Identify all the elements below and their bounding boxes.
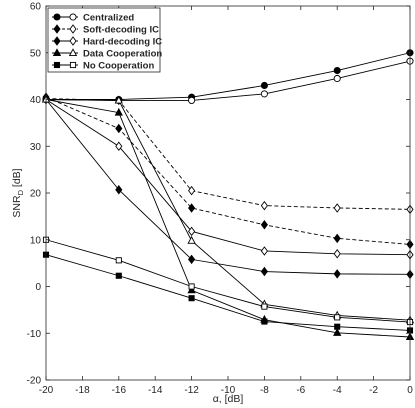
data-point [334, 314, 341, 321]
data-point [333, 203, 341, 213]
y-axis-title: SNRD [dB] [11, 168, 25, 217]
data-point [333, 328, 342, 336]
series-line [45, 99, 411, 256]
legend-entry: Data Cooperation [52, 48, 162, 59]
y-tick-label: 20 [30, 189, 42, 200]
data-point [334, 323, 341, 330]
legend-marker-open [69, 36, 77, 46]
legend-marker-open [69, 13, 77, 21]
data-point [188, 203, 196, 213]
x-tick-label: -10 [221, 385, 236, 396]
data-point [260, 90, 268, 98]
y-tick-label: 60 [30, 2, 42, 13]
data-point [260, 220, 268, 230]
legend-label: Soft-decoding IC [83, 24, 159, 35]
data-point [188, 254, 196, 265]
x-axis-title-main: α [213, 393, 219, 405]
legend-entry: No Cooperation [52, 60, 154, 71]
data-point [114, 95, 123, 104]
x-tick-label: -8 [260, 385, 269, 396]
data-point [333, 269, 341, 279]
legend-entry: Soft-decoding IC [52, 24, 159, 35]
x-tick-label: -12 [184, 385, 199, 396]
data-point [188, 96, 196, 104]
series-line [45, 96, 411, 245]
data-point [188, 295, 195, 302]
series-line [45, 254, 411, 331]
y-tick-label: -20 [27, 376, 42, 387]
data-point [260, 246, 268, 256]
legend-marker-filled [53, 61, 61, 69]
legend-marker-filled [53, 24, 61, 34]
data-point [333, 74, 341, 83]
x-tick-label: 0 [407, 385, 413, 396]
data-point [333, 233, 341, 244]
data-point [187, 285, 196, 294]
series-layer [41, 49, 415, 341]
legend-label: No Cooperation [83, 60, 154, 71]
legend-label: Hard-decoding IC [83, 36, 162, 47]
data-point [333, 66, 341, 75]
data-point [188, 283, 195, 290]
data-point [115, 272, 122, 279]
legend-marker-filled [52, 48, 62, 57]
data-point [115, 141, 123, 151]
y-axis-title-rest: [dB] [11, 168, 23, 190]
data-point [260, 200, 268, 211]
x-tick-label: -14 [148, 385, 163, 396]
series-8 [42, 251, 414, 334]
data-point [187, 235, 196, 244]
data-point [188, 185, 196, 196]
legend-label: Centralized [83, 12, 134, 23]
data-point [333, 249, 341, 259]
y-tick-label: -10 [27, 329, 42, 340]
x-tick-label: -2 [369, 385, 378, 396]
data-point [115, 257, 122, 264]
x-tick-label: -18 [75, 385, 90, 396]
x-tick-label: -6 [296, 385, 305, 396]
series-line [45, 239, 411, 323]
x-axis-title: α, [dB] [213, 393, 244, 405]
data-point [188, 226, 196, 237]
x-axis-title-rest: , [dB] [219, 393, 244, 405]
legend-marker-filled [53, 36, 61, 46]
data-point [114, 107, 123, 116]
data-point [115, 184, 123, 195]
y-axis-title-sub: D [16, 189, 25, 195]
legend-marker-open [69, 24, 77, 34]
legend-box [47, 7, 161, 73]
data-point [260, 81, 268, 90]
legend-label: Data Cooperation [83, 48, 162, 59]
y-tick-label: 40 [30, 95, 42, 106]
data-point [260, 266, 268, 277]
legend-marker-filled [53, 13, 61, 21]
y-tick-label: 10 [30, 235, 42, 246]
tick-labels: -20 -18 -16 -14 -12 -10 -8 -6 -4 -2 0-20-100102030… [27, 2, 414, 397]
y-tick-label: 0 [35, 282, 41, 293]
legend-marker-open [68, 48, 78, 57]
y-axis-title-main: SNR [11, 195, 23, 218]
series-line [45, 99, 411, 338]
x-tick-label: -4 [333, 385, 342, 396]
data-point [115, 123, 123, 134]
data-point [261, 318, 268, 325]
series-line [45, 99, 411, 275]
series-line [45, 99, 411, 321]
legend-entry: Centralized [52, 12, 134, 23]
x-tick-label: -20 [39, 385, 54, 396]
data-point [261, 303, 268, 310]
y-tick-label: 50 [30, 48, 42, 59]
y-tick-label: 30 [30, 142, 42, 153]
legend-entry: Hard-decoding IC [52, 36, 162, 47]
series-2 [42, 92, 414, 250]
legend-marker-open [69, 61, 77, 69]
series-line [46, 52, 411, 100]
x-tick-label: -16 [112, 385, 127, 396]
